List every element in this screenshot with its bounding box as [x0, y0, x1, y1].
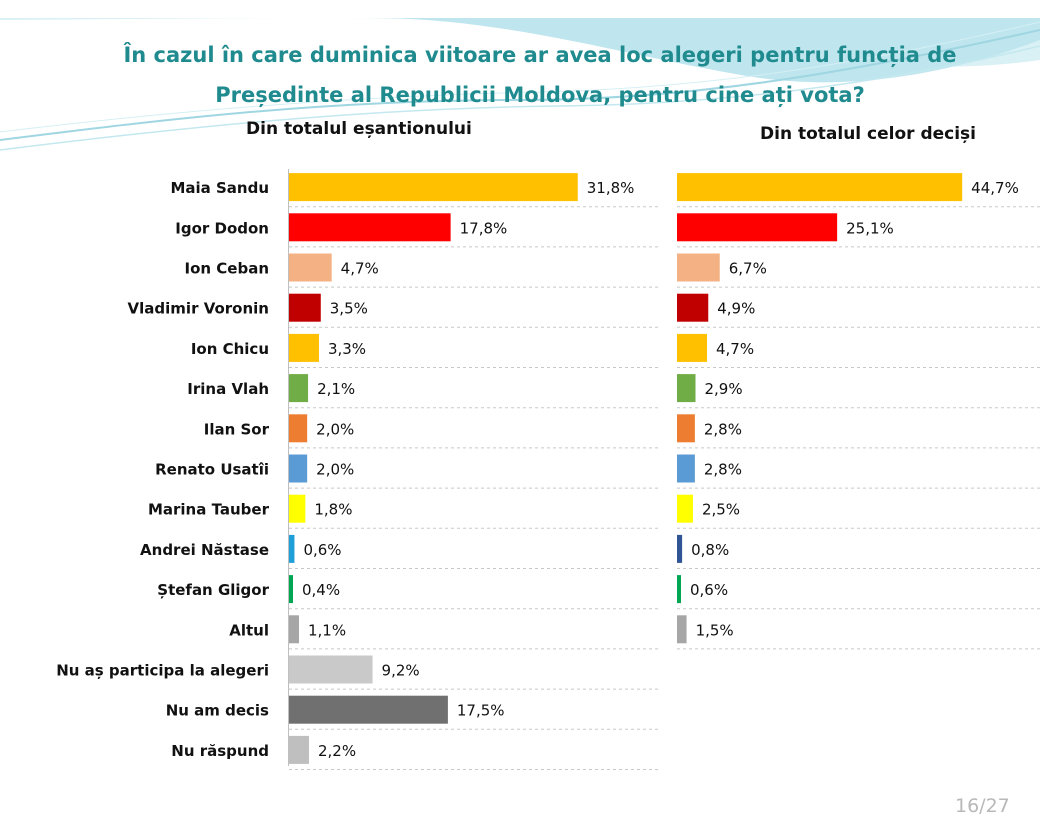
sample-bar-igor-dodon [289, 213, 451, 242]
sample-bar-ilan-sor [289, 414, 308, 443]
sample-value-label: 3,3% [328, 340, 366, 358]
category-label-nu-raspund: Nu răspund [171, 742, 269, 760]
sample-value-label: 0,6% [303, 541, 341, 559]
sample-bar-renato-usatii [289, 454, 308, 483]
header-wave-decoration [0, 18, 1040, 151]
chart-title-line-2: Președinte al Republicii Moldova, pentru… [215, 83, 865, 107]
page-number: 16/27 [955, 795, 1010, 817]
decided-bar-renato-usatii [677, 454, 695, 483]
sample-bar-ion-chicu [289, 333, 319, 362]
category-label-nu-as-participa-la-alegeri: Nu aș participa la alegeri [56, 662, 269, 680]
decided-value-label: 2,5% [702, 501, 740, 519]
category-label-irina-vlah: Irina Vlah [187, 380, 269, 398]
sample-value-label: 2,1% [317, 380, 355, 398]
decided-value-label: 1,5% [696, 621, 734, 639]
sample-bar-nu-raspund [289, 735, 309, 764]
decided-value-label: 2,8% [704, 461, 742, 479]
category-label-marina-tauber: Marina Tauber [148, 501, 270, 519]
sample-value-label: 2,0% [316, 461, 354, 479]
category-label-nu-am-decis: Nu am decis [166, 702, 269, 720]
sample-bar-nu-am-decis [289, 695, 448, 724]
decided-bar-irina-vlah [677, 374, 696, 403]
sample-bar-stefan-gligor [289, 575, 293, 604]
decided-value-label: 4,7% [716, 340, 754, 358]
decided-value-label: 4,9% [717, 300, 755, 318]
sample-bar-nu-as-participa-la-alegeri [289, 655, 373, 684]
decided-value-label: 0,8% [691, 541, 729, 559]
sample-value-label: 1,8% [314, 501, 352, 519]
sample-value-label: 17,5% [457, 702, 505, 720]
right-panel-title: Din totalul celor deciși [760, 124, 977, 144]
sample-bar-irina-vlah [289, 374, 309, 403]
sample-value-label: 4,7% [341, 260, 379, 278]
category-label-ion-ceban: Ion Ceban [184, 260, 269, 278]
decided-bar-andrei-nastase [677, 534, 683, 563]
sample-value-label: 31,8% [587, 179, 635, 197]
decided-value-label: 2,9% [705, 380, 743, 398]
decided-value-label: 25,1% [846, 219, 894, 237]
sample-bar-andrei-nastase [289, 534, 295, 563]
sample-value-label: 2,2% [318, 742, 356, 760]
decided-bar-ion-ceban [677, 253, 720, 282]
category-label-renato-usatii: Renato Usatîi [155, 461, 269, 479]
sample-value-label: 0,4% [302, 581, 340, 599]
sample-bar-ion-ceban [289, 253, 332, 282]
sample-bar-maia-sandu [289, 173, 578, 202]
decided-bar-ilan-sor [677, 414, 695, 443]
decided-bar-altul [677, 615, 687, 644]
category-label-ion-chicu: Ion Chicu [191, 340, 269, 358]
left-panel-title: Din totalul eșantionului [246, 119, 472, 139]
decided-bar-maia-sandu [677, 173, 963, 202]
decided-value-label: 44,7% [971, 179, 1019, 197]
decided-bar-stefan-gligor [677, 575, 681, 604]
decided-bar-marina-tauber [677, 494, 693, 523]
sample-value-label: 2,0% [316, 420, 354, 438]
sample-bar-altul [289, 615, 299, 644]
sample-bar-vladimir-voronin [289, 293, 321, 322]
sample-value-label: 3,5% [330, 300, 368, 318]
category-label-altul: Altul [229, 621, 269, 639]
category-label-stefan-gligor: Ștefan Gligor [157, 581, 269, 599]
category-label-igor-dodon: Igor Dodon [175, 219, 269, 237]
decided-bar-ion-chicu [677, 333, 707, 362]
decided-value-label: 2,8% [704, 420, 742, 438]
decided-value-label: 6,7% [729, 260, 767, 278]
chart-title-line-1: În cazul în care duminica viitoare ar av… [123, 43, 957, 67]
sample-bar-marina-tauber [289, 494, 306, 523]
decided-bar-igor-dodon [677, 213, 838, 242]
decided-bar-vladimir-voronin [677, 293, 709, 322]
category-label-andrei-nastase: Andrei Năstase [140, 541, 269, 559]
category-label-vladimir-voronin: Vladimir Voronin [128, 300, 269, 318]
sample-value-label: 1,1% [308, 621, 346, 639]
sample-value-label: 17,8% [460, 219, 508, 237]
sample-value-label: 9,2% [382, 662, 420, 680]
decided-value-label: 0,6% [690, 581, 728, 599]
category-label-ilan-sor: Ilan Sor [204, 420, 270, 438]
category-label-maia-sandu: Maia Sandu [170, 179, 269, 197]
